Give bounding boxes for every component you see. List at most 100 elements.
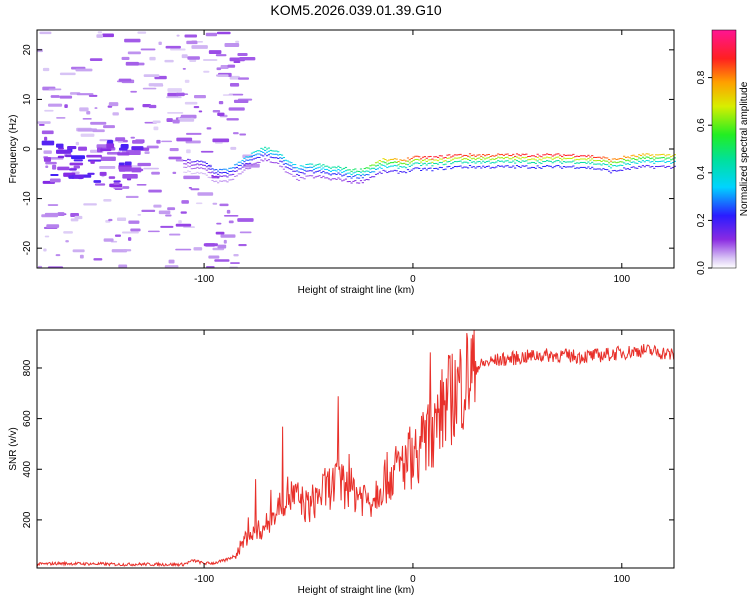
heatmap-ridge-cell xyxy=(382,158,385,160)
heatmap-noise-cell xyxy=(41,140,55,146)
heatmap-ridge-cell xyxy=(284,162,287,164)
heatmap-noise-cell xyxy=(83,203,97,206)
heatmap-ridge-cell xyxy=(275,162,278,164)
heatmap-ridge-cell xyxy=(553,154,556,156)
heatmap-noise-cell xyxy=(124,38,141,43)
heatmap-ridge-cell xyxy=(230,179,233,181)
heatmap-ridge-cell xyxy=(333,178,336,180)
heatmap-ridge-cell xyxy=(327,173,331,175)
heatmap-ridge-cell xyxy=(547,160,551,162)
heatmap-ridge-cell xyxy=(557,160,560,162)
heatmap-ridge-cell xyxy=(459,160,462,162)
heatmap-noise-cell xyxy=(44,136,48,141)
heatmap-ridge-cell xyxy=(666,161,669,163)
heatmap-ridge-cell xyxy=(562,157,566,159)
heatmap-noise-cell xyxy=(186,132,202,135)
heatmap-ridge-cell xyxy=(551,162,554,164)
heatmap-noise-cell xyxy=(198,110,203,113)
heatmap-ridge-cell xyxy=(389,165,393,167)
heatmap-ridge-cell xyxy=(459,157,462,159)
heatmap-ridge-cell xyxy=(203,168,207,170)
heatmap-ridge-cell xyxy=(594,157,598,159)
heatmap-ridge-cell xyxy=(192,172,195,174)
heatmap-ridge-cell xyxy=(429,155,432,157)
heatmap-ridge-cell xyxy=(544,160,547,162)
heatmap-ridge-cell xyxy=(654,157,658,159)
heatmap-noise-cell xyxy=(128,237,132,241)
heatmap-ridge-cell xyxy=(451,158,455,160)
heatmap-ridge-cell xyxy=(591,158,594,160)
heatmap-ridge-cell xyxy=(188,162,192,164)
heatmap-noise-cell xyxy=(170,48,186,51)
heatmap-ridge-cell xyxy=(519,158,522,160)
heatmap-ridge-cell xyxy=(218,175,222,177)
heatmap-ridge-cell xyxy=(288,168,291,170)
heatmap-ridge-cell xyxy=(235,163,239,165)
heatmap-ridge-cell xyxy=(581,166,584,168)
heatmap-ridge-cell xyxy=(382,169,385,171)
heatmap-ridge-cell xyxy=(201,173,205,175)
heatmap-ridge-cell xyxy=(425,164,428,166)
heatmap-noise-cell xyxy=(230,146,237,150)
heatmap-ridge-cell xyxy=(668,154,671,156)
heatmap-ridge-cell xyxy=(378,171,381,173)
heatmap-ridge-cell xyxy=(634,155,637,157)
heatmap-noise-cell xyxy=(217,244,227,249)
heatmap-ridge-cell xyxy=(239,168,242,170)
heatmap-ridge-cell xyxy=(651,166,654,168)
heatmap-ridge-cell xyxy=(476,166,479,168)
heatmap-ridge-cell xyxy=(459,165,462,167)
heatmap-noise-cell xyxy=(191,45,208,49)
heatmap-ridge-cell xyxy=(356,170,359,172)
heatmap-noise-cell xyxy=(82,118,92,120)
heatmap-ridge-cell xyxy=(639,158,643,160)
heatmap-ridge-cell xyxy=(335,178,338,180)
heatmap-ridge-cell xyxy=(549,160,552,162)
heatmap-ridge-cell xyxy=(609,160,613,162)
heatmap-ridge-cell xyxy=(378,160,381,162)
heatmap-noise-cell xyxy=(86,111,91,115)
heatmap-ridge-cell xyxy=(391,162,395,164)
heatmap-ridge-cell xyxy=(346,169,349,171)
heatmap-ridge-cell xyxy=(316,167,319,169)
heatmap-ridge-cell xyxy=(591,155,594,157)
heatmap-ridge-cell xyxy=(322,164,325,166)
heatmap-ridge-cell xyxy=(465,154,468,156)
heatmap-ridge-cell xyxy=(414,167,417,169)
heatmap-ridge-cell xyxy=(226,172,229,174)
heatmap-ridge-cell xyxy=(510,155,513,157)
heatmap-noise-cell xyxy=(102,33,114,38)
heatmap-ridge-cell xyxy=(418,167,421,169)
heatmap-ridge-cell xyxy=(250,155,254,157)
heatmap-ridge-cell xyxy=(455,157,458,159)
heatmap-ridge-cell xyxy=(233,175,237,177)
heatmap-ridge-cell xyxy=(470,158,473,160)
heatmap-ridge-cell xyxy=(258,156,261,158)
heatmap-ridge-cell xyxy=(198,167,201,169)
heatmap-y-tick-label: 20 xyxy=(22,44,33,56)
heatmap-ridge-cell xyxy=(295,178,299,180)
heatmap-ridge-cell xyxy=(215,175,218,177)
heatmap-ridge-cell xyxy=(551,158,554,160)
heatmap-noise-cell xyxy=(161,140,173,143)
heatmap-ridge-cell xyxy=(252,158,255,160)
heatmap-ridge-cell xyxy=(668,160,671,162)
heatmap-ridge-cell xyxy=(592,160,596,162)
heatmap-ridge-cell xyxy=(228,174,231,176)
heatmap-ridge-cell xyxy=(559,154,562,156)
heatmap-ridge-cell xyxy=(337,165,340,167)
heatmap-ridge-cell xyxy=(382,164,385,166)
heatmap-ridge-cell xyxy=(662,160,665,162)
heatmap-noise-cell xyxy=(175,223,192,227)
heatmap-ridge-cell xyxy=(388,159,391,161)
heatmap-ridge-cell xyxy=(380,167,383,169)
heatmap-ridge-cell xyxy=(188,166,192,168)
heatmap-ridge-cell xyxy=(316,175,319,177)
heatmap-noise-cell xyxy=(118,166,132,172)
heatmap-ridge-cell xyxy=(420,158,423,160)
heatmap-noise-cell xyxy=(229,82,240,87)
heatmap-ridge-cell xyxy=(423,156,426,158)
heatmap-ridge-cell xyxy=(209,172,212,174)
heatmap-ridge-cell xyxy=(538,167,541,169)
